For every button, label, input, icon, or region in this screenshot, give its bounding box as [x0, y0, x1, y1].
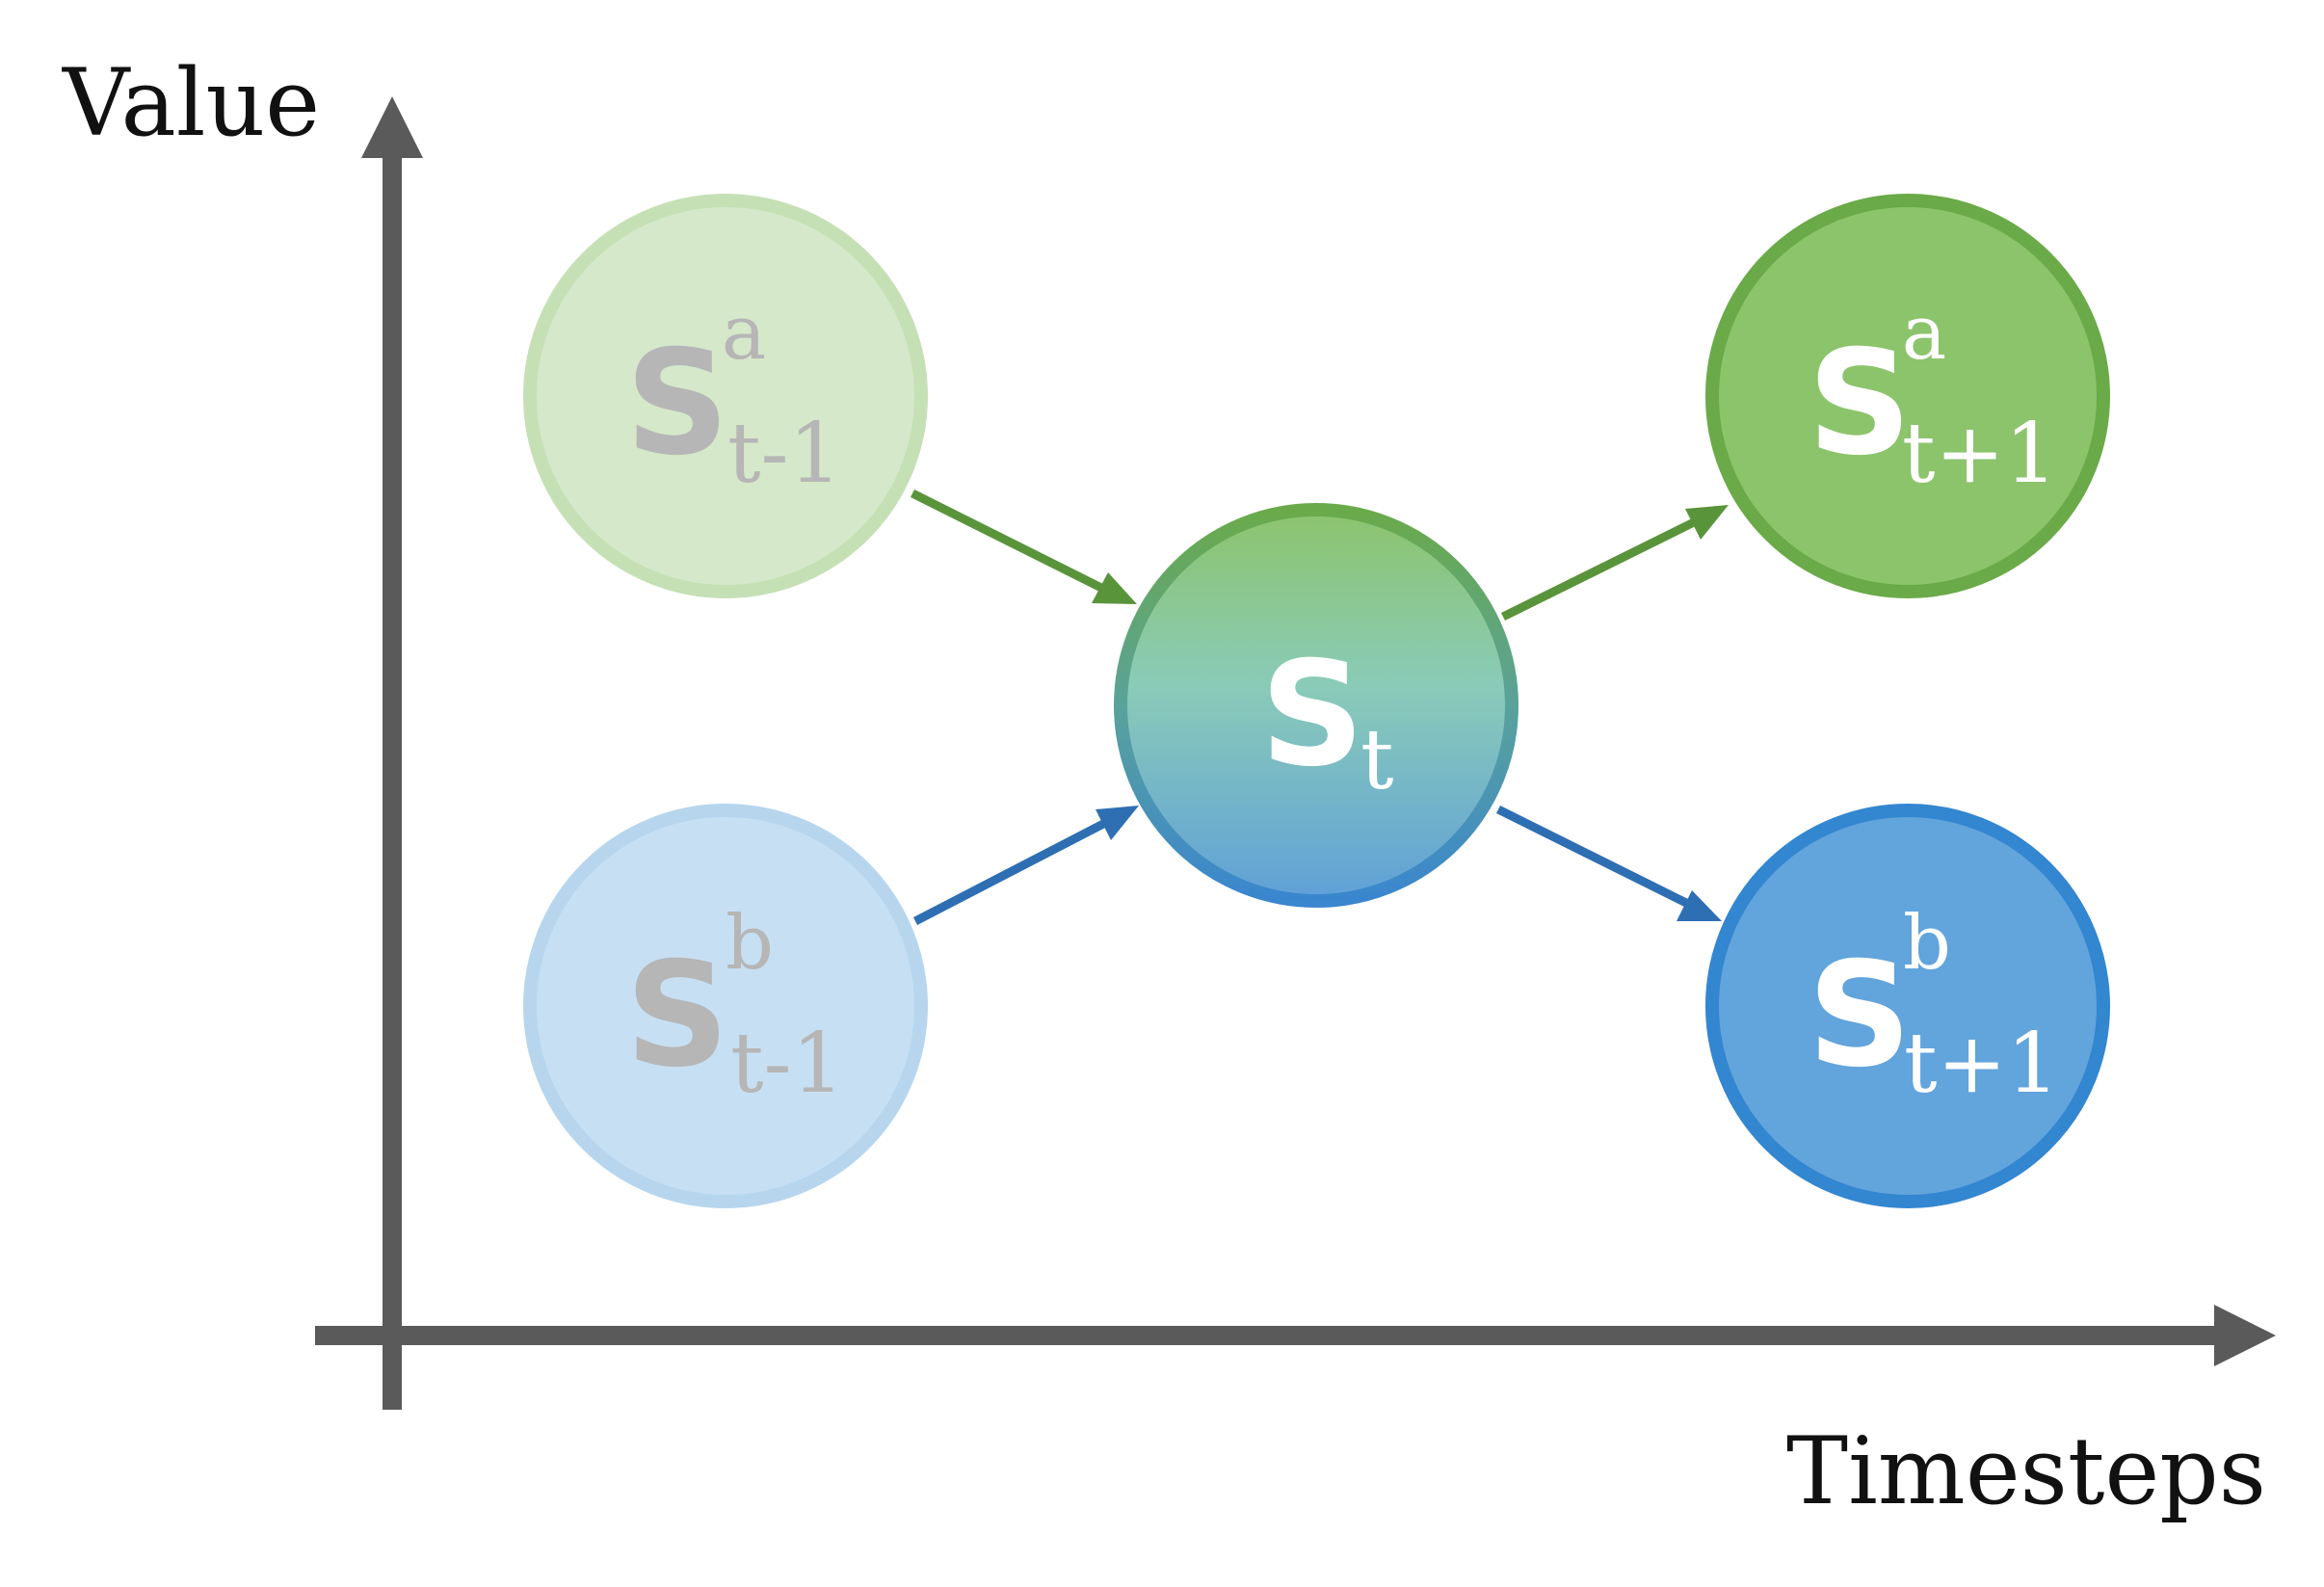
node-s-b-t-plus-1-sup: b: [1903, 900, 1951, 987]
node-s-t: S t: [1114, 503, 1519, 908]
node-s-t-base: S: [1260, 631, 1364, 799]
node-s-a-t-plus-1-sub: t+1: [1902, 406, 2057, 502]
node-s-b-t-plus-1: S b t+1: [1705, 804, 2110, 1208]
node-s-a-t-minus-1-sub: t-1: [727, 406, 841, 502]
node-s-a-t-minus-1-sup: a: [722, 290, 767, 377]
node-s-a-t-plus-1: S a t+1: [1705, 194, 2110, 598]
node-s-a-t-plus-1-sup: a: [1902, 290, 1947, 377]
node-s-a-t-plus-1-base: S: [1808, 320, 1912, 488]
y-axis-label: Value: [62, 49, 320, 157]
x-axis-line: [315, 1326, 2242, 1345]
node-s-b-t-plus-1-sub: t+1: [1904, 1016, 2059, 1112]
node-s-b-t-minus-1-base: S: [625, 932, 729, 1099]
node-s-b-t-plus-1-base: S: [1808, 932, 1912, 1099]
arrow-prev-a-to-current: [910, 489, 1137, 604]
node-s-a-t-minus-1-base: S: [625, 320, 729, 488]
node-s-b-t-minus-1-sup: b: [726, 900, 774, 987]
x-axis-label: Timesteps: [1786, 1417, 2266, 1525]
arrow-prev-b-to-current: [912, 806, 1139, 925]
y-axis-arrowhead: [361, 96, 423, 158]
arrow-current-to-next-a: [1501, 505, 1729, 622]
node-s-a-t-minus-1: S a t-1: [523, 194, 928, 598]
x-axis-arrowhead: [2214, 1305, 2276, 1366]
y-axis: [361, 96, 423, 1410]
node-s-b-t-minus-1: S b t-1: [523, 804, 928, 1208]
x-axis: [315, 1305, 2276, 1366]
arrow-current-to-next-b: [1495, 805, 1722, 921]
node-s-b-t-minus-1-sub: t-1: [730, 1016, 844, 1112]
node-s-t-sub: t: [1360, 712, 1394, 808]
y-axis-line: [383, 145, 402, 1410]
